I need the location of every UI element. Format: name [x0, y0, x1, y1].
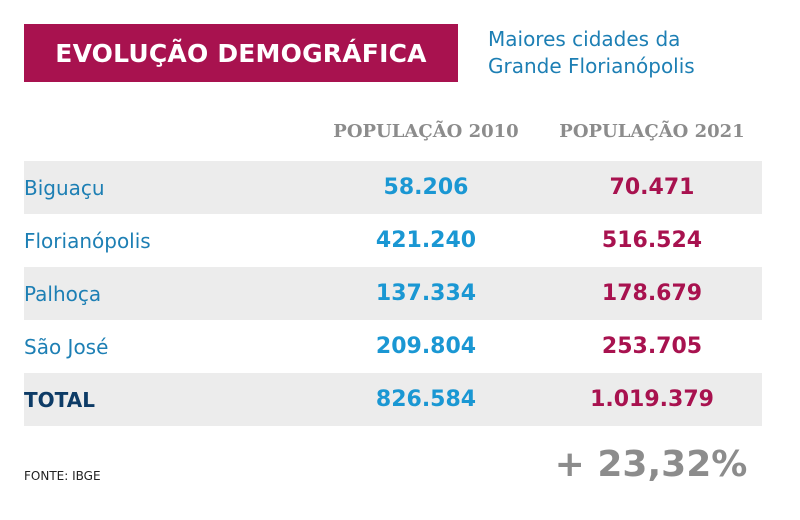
population-2021-value: 516.524	[601, 228, 703, 253]
population-2021-value: 253.705	[601, 334, 703, 359]
table-row: Palhoça 137.334 178.679	[24, 267, 762, 320]
column-header-2021: POPULAÇÃO 2021	[559, 121, 745, 142]
population-2010-value: 209.804	[375, 334, 477, 359]
total-2010-value: 826.584	[375, 387, 477, 412]
table-row: Florianópolis 421.240 516.524	[24, 214, 762, 267]
population-2021-value: 178.679	[601, 281, 703, 306]
page-title: EVOLUÇÃO DEMOGRÁFICA	[24, 24, 458, 82]
title-text: EVOLUÇÃO DEMOGRÁFICA	[55, 38, 427, 68]
city-label: São José	[24, 334, 109, 359]
source-note: FONTE: IBGE	[24, 469, 101, 483]
city-label: Palhoça	[24, 281, 102, 306]
population-2010-value: 137.334	[375, 281, 477, 306]
subtitle-line-2: Grande Florianópolis	[488, 54, 695, 78]
total-2021-value: 1.019.379	[590, 387, 714, 412]
city-label: Florianópolis	[24, 228, 151, 253]
column-header-2010: POPULAÇÃO 2010	[333, 121, 519, 142]
total-row: TOTAL 826.584 1.019.379	[24, 373, 762, 426]
table-row: São José 209.804 253.705	[24, 320, 762, 373]
growth-percentage: + 23,32%	[554, 444, 748, 485]
subtitle-line-1: Maiores cidades da	[488, 27, 681, 51]
population-2021-value: 70.471	[609, 175, 695, 200]
subtitle: Maiores cidades da Grande Florianópolis	[488, 26, 788, 80]
population-2010-value: 421.240	[375, 228, 477, 253]
table-row: Biguaçu 58.206 70.471	[24, 161, 762, 214]
total-label: TOTAL	[24, 387, 95, 412]
population-2010-value: 58.206	[383, 175, 469, 200]
city-label: Biguaçu	[24, 175, 105, 200]
